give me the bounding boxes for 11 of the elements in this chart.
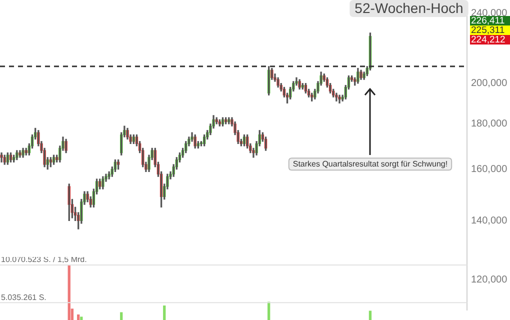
y-tick-label: 200,000: [471, 78, 508, 90]
ref-line-label: 52-Wochen-Hoch: [354, 0, 464, 16]
y-tick-label: 180,000: [471, 118, 508, 130]
text: 225,311: [471, 25, 505, 36]
ref-line-label: 5.035.261 S.: [1, 292, 46, 302]
y-tick-label: 120,000: [471, 274, 508, 286]
text: 224,212: [471, 34, 506, 46]
y-tick-label: 160,000: [471, 164, 508, 176]
y-tick-label: 140,000: [471, 215, 508, 226]
annotation: Starkes Quartalsresultat sorgt für Schwung!: [292, 159, 448, 168]
text: 226,411: [471, 16, 505, 27]
